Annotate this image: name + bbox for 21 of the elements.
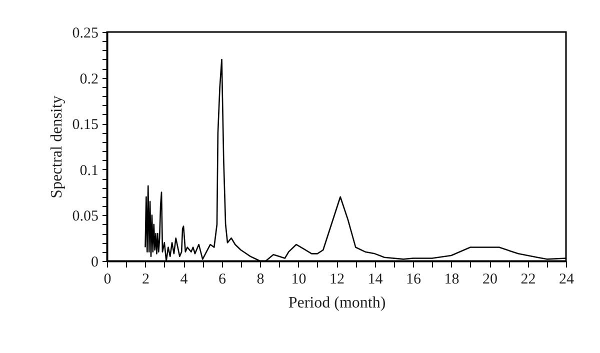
x-tick-label: 6: [218, 272, 226, 288]
x-tick-label: 2: [142, 272, 150, 288]
y-tick-label: 0: [91, 254, 98, 270]
x-tick-label: 8: [256, 272, 264, 288]
x-tick-label: 20: [482, 272, 498, 288]
x-tick-label: 4: [180, 272, 188, 288]
y-tick-label: 0.2: [80, 71, 98, 88]
y-tick-label: 0.05: [72, 208, 98, 225]
y-tick-label: 0.1: [80, 162, 98, 179]
x-tick-label: 22: [520, 272, 536, 288]
x-tick-label: 12: [330, 272, 344, 288]
y-axis-title: Spectral density: [48, 96, 66, 198]
x-tick-label: 14: [368, 272, 384, 288]
x-tick-label: 18: [444, 272, 460, 288]
x-axis-title: Period (month): [288, 294, 386, 312]
x-tick-label: 0: [104, 272, 112, 288]
x-tick-label: 10: [291, 272, 306, 288]
x-tick-label: 16: [406, 272, 422, 288]
y-tick-label: 0.25: [72, 26, 98, 42]
x-tick-label: 24: [559, 272, 574, 288]
y-tick-label: 0.15: [72, 117, 98, 134]
